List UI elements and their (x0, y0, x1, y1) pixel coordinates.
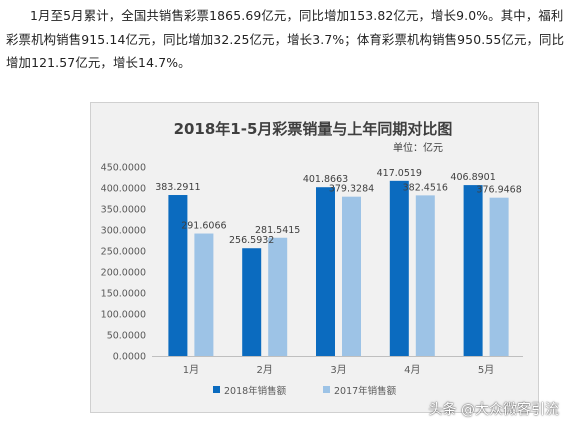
data-label: 256.5932 (229, 235, 274, 246)
data-label: 291.6066 (181, 221, 226, 232)
watermark: 头条 @大众微客引流 (428, 402, 559, 418)
y-tick-label: 300.0000 (101, 226, 146, 237)
y-tick-label: 0.0000 (113, 352, 146, 363)
chart-title: 2018年1-5月彩票销量与上年同期对比图 (174, 120, 453, 138)
legend-label: 2018年销售额 (224, 385, 287, 397)
article-paragraph: 1月至5月累计，全国共销售彩票1865.69亿元，同比增加153.82亿元，增长… (6, 4, 566, 75)
bar-2018-2 (242, 248, 262, 356)
bar-2017-3 (342, 196, 361, 356)
bar-chart: 2018年1-5月彩票销量与上年同期对比图 单位：亿元 0.0000 50.000… (90, 102, 539, 413)
bar-2017-4 (415, 195, 435, 356)
bar-2017-1 (194, 233, 214, 356)
x-tick-label: 5月 (478, 364, 494, 376)
x-tick-label: 3月 (330, 364, 346, 376)
y-tick-label: 450.0000 (101, 163, 146, 174)
bar-2018-3 (316, 187, 335, 356)
legend-swatch (213, 386, 220, 393)
bar-2018-4 (389, 180, 409, 356)
data-label: 376.9468 (476, 185, 521, 196)
chart-unit-label: 单位：亿元 (393, 141, 443, 154)
data-label: 382.4516 (403, 182, 448, 193)
legend-label: 2017年销售额 (334, 385, 397, 397)
y-tick-label: 200.0000 (101, 268, 146, 279)
x-tick-label: 1月 (183, 364, 199, 376)
bar-series-group (168, 180, 509, 356)
data-label: 379.3284 (329, 184, 374, 195)
y-tick-label: 350.0000 (101, 205, 146, 216)
y-tick-label: 250.0000 (101, 247, 146, 258)
chart-legend: 2018年销售额 2017年销售额 (213, 385, 397, 397)
data-label: 281.5415 (255, 225, 300, 236)
y-tick-label: 50.0000 (107, 331, 146, 342)
data-label: 417.0519 (377, 168, 422, 179)
chart-canvas: 2018年1-5月彩票销量与上年同期对比图 单位：亿元 0.0000 50.000… (101, 120, 523, 397)
bar-2018-5 (463, 185, 483, 356)
bar-2017-5 (489, 197, 509, 356)
data-label-group: 383.2911 256.5932 401.8663 417.0519 406.8901… (155, 168, 522, 246)
x-tick-label: 4月 (404, 364, 420, 376)
bar-2017-2 (268, 237, 288, 356)
legend-swatch (323, 386, 330, 393)
x-axis: 1月 2月 3月 4月 5月 (183, 364, 495, 376)
y-axis: 0.0000 50.0000 100.0000 150.0000 200.0000 250… (101, 163, 146, 363)
y-tick-label: 400.0000 (101, 184, 146, 195)
x-tick-label: 2月 (257, 364, 273, 376)
data-label: 406.8901 (450, 172, 495, 183)
y-tick-label: 150.0000 (101, 289, 146, 300)
data-label: 383.2911 (155, 182, 200, 193)
data-label: 401.8663 (303, 174, 348, 185)
y-tick-label: 100.0000 (101, 310, 146, 321)
bar-2018-1 (168, 195, 188, 356)
article-text: 1月至5月累计，全国共销售彩票1865.69亿元，同比增加153.82亿元，增长… (6, 8, 565, 70)
